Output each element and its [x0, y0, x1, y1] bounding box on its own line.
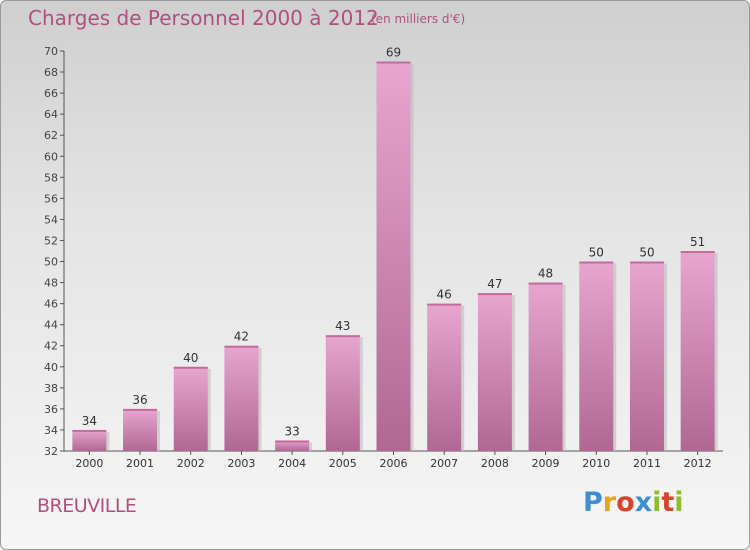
bar-top-edge	[123, 408, 158, 411]
y-tick-label: 66	[44, 87, 58, 100]
y-tick-label: 48	[44, 277, 58, 290]
x-tick-label: 2010	[582, 457, 610, 470]
logo-letter: o	[616, 487, 635, 518]
y-tick-label: 54	[44, 213, 58, 226]
y-tick-label: 58	[44, 171, 58, 184]
bar-top-edge	[528, 282, 563, 285]
y-tick-label: 34	[44, 424, 58, 437]
bar-top-edge	[579, 261, 614, 264]
x-tick-label: 2007	[430, 457, 458, 470]
y-tick-label: 38	[44, 382, 58, 395]
bar-top-edge	[173, 366, 208, 369]
commune-name: BREUVILLE	[37, 495, 137, 517]
data-label: 40	[183, 351, 198, 365]
logo-letter: t	[661, 487, 675, 518]
y-tick-label: 46	[44, 298, 58, 311]
chart-subtitle: (en milliers d'€)	[371, 12, 466, 26]
data-label: 33	[284, 424, 299, 438]
bar-top-edge	[275, 440, 310, 443]
x-tick-label: 2001	[126, 457, 154, 470]
bar-top-edge	[224, 345, 259, 348]
y-tick-label: 62	[44, 129, 58, 142]
x-tick-label: 2003	[227, 457, 255, 470]
data-label: 69	[386, 46, 401, 60]
data-label: 46	[437, 288, 452, 302]
y-tick-label: 32	[44, 445, 58, 458]
y-tick-label: 36	[44, 403, 58, 416]
data-label: 42	[234, 330, 249, 344]
data-label: 48	[538, 267, 553, 281]
data-label: 34	[82, 414, 97, 428]
data-label: 50	[589, 246, 604, 260]
data-label: 50	[639, 246, 654, 260]
logo-letter: i	[652, 487, 662, 518]
y-tick-label: 44	[44, 319, 58, 332]
logo-letter: P	[583, 487, 603, 518]
bar-top-edge	[680, 251, 715, 253]
chart-title: Charges de Personnel 2000 à 2012	[28, 6, 379, 30]
y-tick-label: 42	[44, 340, 58, 353]
bar	[579, 261, 614, 451]
y-tick-label: 50	[44, 256, 58, 269]
data-label: 47	[487, 277, 502, 291]
x-tick-label: 2011	[633, 457, 661, 470]
x-tick-label: 2005	[329, 457, 357, 470]
y-tick-label: 60	[44, 150, 58, 163]
y-tick-label: 68	[44, 66, 58, 79]
x-tick-label: 2012	[684, 457, 712, 470]
y-tick-label: 70	[44, 45, 58, 58]
data-label: 43	[335, 319, 350, 333]
x-tick-label: 2000	[75, 457, 103, 470]
y-tick-label: 64	[44, 108, 58, 121]
x-tick-label: 2008	[481, 457, 509, 470]
logo-letter: x	[634, 487, 653, 518]
data-label: 51	[690, 235, 705, 249]
bar-top-edge	[477, 293, 512, 296]
bar	[477, 293, 512, 451]
bar	[376, 61, 411, 452]
bar	[224, 345, 259, 451]
y-tick-label: 40	[44, 361, 58, 374]
bar	[275, 440, 310, 451]
bar-top-edge	[376, 61, 411, 64]
x-tick-label: 2009	[532, 457, 560, 470]
bar	[123, 408, 158, 451]
bar-top-edge	[72, 429, 107, 432]
bar-top-edge	[427, 303, 462, 306]
x-tick-label: 2006	[380, 457, 408, 470]
proxiti-logo[interactable]: Proxiti	[583, 487, 684, 518]
y-tick-label: 52	[44, 234, 58, 247]
bar	[173, 366, 208, 451]
logo-letter: r	[602, 487, 617, 518]
bar	[325, 335, 360, 451]
data-label: 36	[132, 393, 147, 407]
bar-top-edge	[629, 261, 664, 264]
logo-letter: i	[674, 487, 684, 518]
bar	[528, 282, 563, 451]
bar-top-edge	[325, 335, 360, 338]
bar	[72, 429, 107, 451]
x-tick-label: 2002	[177, 457, 205, 470]
bar	[427, 303, 462, 451]
bar	[680, 251, 715, 451]
x-tick-label: 2004	[278, 457, 306, 470]
bar	[629, 261, 664, 451]
y-tick-label: 56	[44, 192, 58, 205]
